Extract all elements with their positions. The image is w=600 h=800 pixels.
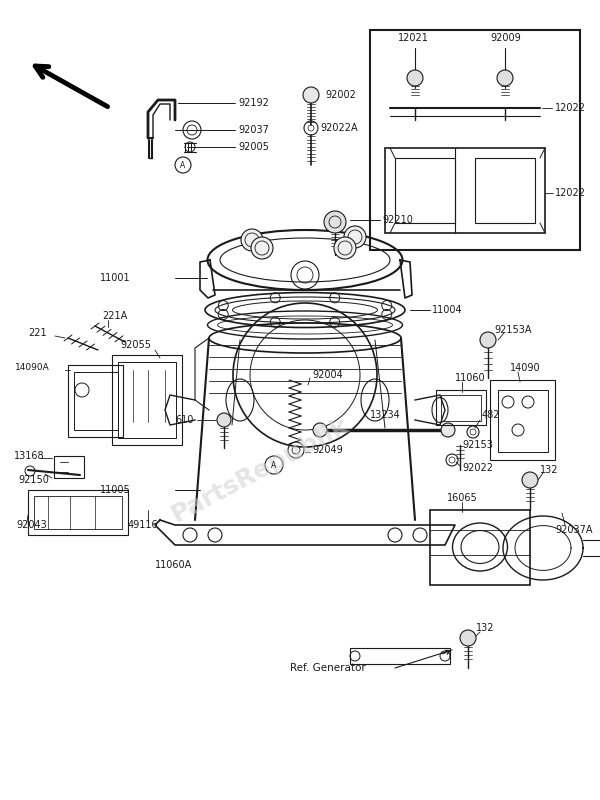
Circle shape [313, 423, 327, 437]
Text: 132: 132 [540, 465, 559, 475]
Text: 92150: 92150 [18, 475, 49, 485]
Text: 92005: 92005 [238, 142, 269, 152]
Text: 92049: 92049 [312, 445, 343, 455]
Circle shape [324, 211, 346, 233]
Text: 92043: 92043 [16, 520, 47, 530]
Text: A: A [271, 461, 277, 470]
Circle shape [217, 413, 231, 427]
Bar [395, 158, 455, 223]
Text: 11060A: 11060A [155, 560, 192, 570]
Text: 92192: 92192 [238, 98, 269, 108]
Bar [370, 30, 580, 250]
Text: Ref. Generator: Ref. Generator [290, 663, 366, 673]
Text: 482: 482 [482, 410, 500, 420]
Text: 14090A: 14090A [15, 363, 50, 373]
Text: 11005: 11005 [100, 485, 131, 495]
Text: 13168: 13168 [14, 451, 44, 461]
Circle shape [344, 226, 366, 248]
Text: 16065: 16065 [447, 493, 478, 503]
Text: 221: 221 [28, 328, 47, 338]
Text: 11004: 11004 [432, 305, 463, 315]
Text: 92153: 92153 [462, 440, 493, 450]
Text: 92037: 92037 [238, 125, 269, 135]
Circle shape [241, 229, 263, 251]
Bar [54, 456, 84, 478]
Circle shape [522, 472, 538, 488]
Bar [498, 390, 548, 452]
Text: 92153A: 92153A [494, 325, 532, 335]
Bar [350, 648, 450, 664]
Bar [112, 355, 182, 445]
Text: 11001: 11001 [100, 273, 131, 283]
Text: 132: 132 [476, 623, 494, 633]
Text: 49116: 49116 [128, 520, 158, 530]
Text: 92009: 92009 [490, 33, 521, 43]
Bar [475, 158, 535, 223]
Bar [385, 148, 545, 233]
Text: 92002: 92002 [325, 90, 356, 100]
Text: 13234: 13234 [370, 410, 401, 420]
Bar [28, 490, 128, 535]
Text: 92210: 92210 [382, 215, 413, 225]
Circle shape [441, 423, 455, 437]
Circle shape [460, 630, 476, 646]
Bar [490, 380, 555, 460]
Text: 92055: 92055 [120, 340, 151, 350]
Bar [436, 390, 486, 425]
Text: 12021: 12021 [398, 33, 429, 43]
Bar [118, 362, 176, 438]
Text: 92004: 92004 [312, 370, 343, 380]
Circle shape [480, 332, 496, 348]
Text: 92022A: 92022A [320, 123, 358, 133]
Text: 610: 610 [175, 415, 193, 425]
Bar [74, 372, 118, 430]
Text: 221A: 221A [102, 311, 127, 321]
Circle shape [303, 87, 319, 103]
Text: 92037A: 92037A [555, 525, 593, 535]
Bar [34, 496, 122, 529]
Text: 11060: 11060 [455, 373, 485, 383]
Bar [68, 365, 123, 437]
Circle shape [407, 70, 423, 86]
Bar [441, 395, 481, 421]
Bar [430, 510, 530, 585]
Text: PartsRepublik: PartsRepublik [167, 413, 353, 527]
Text: 14090: 14090 [510, 363, 541, 373]
Text: 12022: 12022 [555, 103, 586, 113]
Text: 92022: 92022 [462, 463, 493, 473]
Circle shape [334, 237, 356, 259]
Circle shape [251, 237, 273, 259]
Text: A: A [181, 161, 185, 170]
Circle shape [497, 70, 513, 86]
Text: 12022: 12022 [555, 188, 586, 198]
